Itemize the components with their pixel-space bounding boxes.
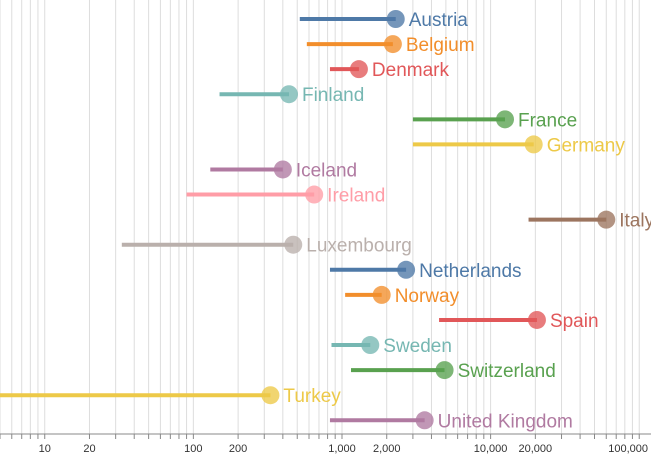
series-belgium: Belgium <box>306 35 475 56</box>
tick-label: 2,000 <box>373 443 401 455</box>
series-denmark: Denmark <box>329 60 450 81</box>
tick-label: 10 <box>39 443 51 455</box>
end-point <box>597 210 616 229</box>
series-sweden: Sweden <box>331 336 452 357</box>
tick-label: 200 <box>229 443 247 455</box>
end-point <box>496 110 515 129</box>
country-label: Denmark <box>372 60 450 81</box>
tick-label: 20 <box>83 443 95 455</box>
country-label: Norway <box>395 286 460 307</box>
country-label: Finland <box>302 85 364 106</box>
x-axis: 10 20 100 200 1,000 2,000 10,000 20,000 100,000 <box>0 433 651 455</box>
series-netherlands: Netherlands <box>329 260 522 282</box>
country-label: Sweden <box>383 336 452 357</box>
end-point <box>524 135 543 154</box>
end-point <box>284 235 303 254</box>
end-point <box>361 336 380 355</box>
series-switzerland: Switzerland <box>351 361 556 382</box>
end-point <box>349 60 368 79</box>
tick-label: 1,000 <box>328 443 356 455</box>
series-spain: Spain <box>439 310 599 332</box>
country-label: Ireland <box>327 186 385 207</box>
country-label: Switzerland <box>458 361 556 382</box>
country-label: Italy <box>619 211 651 232</box>
end-point <box>305 185 324 204</box>
tick-label: 20,000 <box>519 443 553 455</box>
series-layer: Austria Belgium Denmark Finland France German… <box>0 10 651 432</box>
country-label: United Kingdom <box>438 411 573 432</box>
end-point <box>527 310 546 329</box>
end-point <box>383 35 402 54</box>
country-label: Turkey <box>283 386 341 407</box>
country-label: France <box>518 110 577 131</box>
series-ireland: Ireland <box>186 185 385 207</box>
series-germany: Germany <box>412 135 626 156</box>
series-iceland: Iceland <box>210 160 357 181</box>
end-point <box>397 260 416 279</box>
series-finland: Finland <box>219 85 364 106</box>
end-point <box>261 386 280 405</box>
country-label: Germany <box>547 135 626 156</box>
end-point <box>415 411 434 430</box>
country-label: Netherlands <box>419 261 521 282</box>
series-france: France <box>412 110 577 131</box>
country-label: Luxembourg <box>306 236 412 257</box>
end-point <box>435 361 454 380</box>
end-point <box>386 10 405 28</box>
series-italy: Italy <box>528 210 651 232</box>
series-luxembourg: Luxembourg <box>121 235 412 257</box>
country-label: Spain <box>550 311 599 332</box>
tick-label: 10,000 <box>474 443 508 455</box>
country-label: Iceland <box>296 160 357 181</box>
grid <box>0 0 640 434</box>
country-label: Austria <box>409 10 469 31</box>
series-norway: Norway <box>345 285 460 307</box>
series-austria: Austria <box>299 10 469 31</box>
country-label: Belgium <box>406 35 475 56</box>
end-point <box>279 85 298 104</box>
end-point <box>372 285 391 304</box>
tick-label: 100,000 <box>608 443 648 455</box>
series-turkey: Turkey <box>0 386 341 407</box>
tick-label: 100 <box>184 443 202 455</box>
series-united-kingdom: United Kingdom <box>329 411 573 432</box>
end-point <box>273 160 292 179</box>
